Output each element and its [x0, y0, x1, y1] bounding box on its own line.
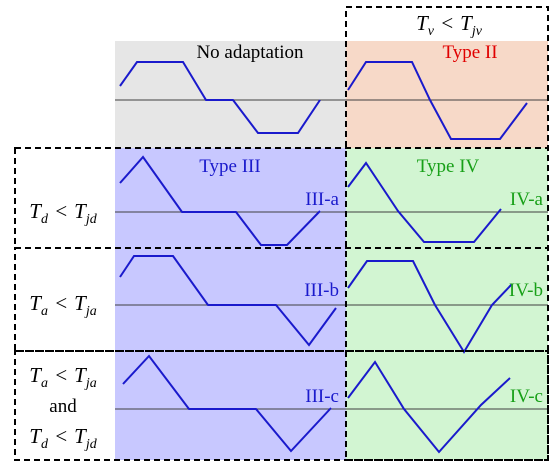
label-iii-b: III-b [304, 280, 339, 301]
label-iii-a: III-a [305, 189, 339, 210]
label-iv-a: IV-a [510, 189, 544, 210]
waveform-iv-c [347, 360, 511, 454]
waveform-type2 [347, 61, 528, 140]
row-b-condition: Ta < Tja [29, 291, 96, 319]
waveform-iii-a [119, 155, 321, 246]
bg-no-adaptation [115, 41, 346, 148]
row-a-condition: Td < Tjd [29, 199, 97, 227]
label-type2: Type II [442, 42, 497, 63]
waveform-iii-b [119, 255, 337, 347]
label-iii-c: III-c [305, 386, 339, 407]
label-no-adaptation: No adaptation [196, 42, 304, 63]
label-type4: Type IV [417, 156, 480, 177]
header-condition: Tv < Tjv [416, 11, 483, 39]
label-iv-c: IV-c [510, 386, 543, 407]
waveform-no-adaptation [119, 61, 321, 134]
row-c-condition-1: Ta < Tja [29, 363, 96, 391]
bg-type4 [346, 148, 548, 460]
box-row-a [14, 147, 549, 249]
label-type3: Type III [199, 156, 260, 177]
row-c-condition-2: Td < Tjd [29, 424, 97, 452]
waveform-iv-a [347, 161, 502, 243]
row-c-and: and [49, 396, 77, 417]
box-row-b [14, 247, 549, 352]
waveform-iii-c [122, 354, 332, 453]
waveform-iv-b [347, 260, 513, 354]
label-iv-b: IV-b [509, 280, 543, 301]
